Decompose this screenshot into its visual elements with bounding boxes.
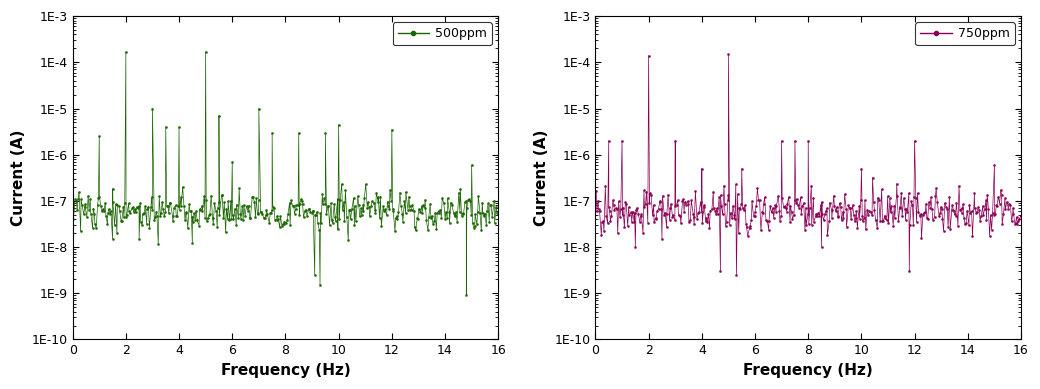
Legend: 750ppm: 750ppm (915, 22, 1015, 46)
Y-axis label: Current (A): Current (A) (534, 130, 549, 226)
X-axis label: Frequency (Hz): Frequency (Hz) (744, 363, 874, 378)
X-axis label: Frequency (Hz): Frequency (Hz) (220, 363, 350, 378)
Y-axis label: Current (A): Current (A) (11, 130, 26, 226)
Legend: 500ppm: 500ppm (393, 22, 492, 46)
